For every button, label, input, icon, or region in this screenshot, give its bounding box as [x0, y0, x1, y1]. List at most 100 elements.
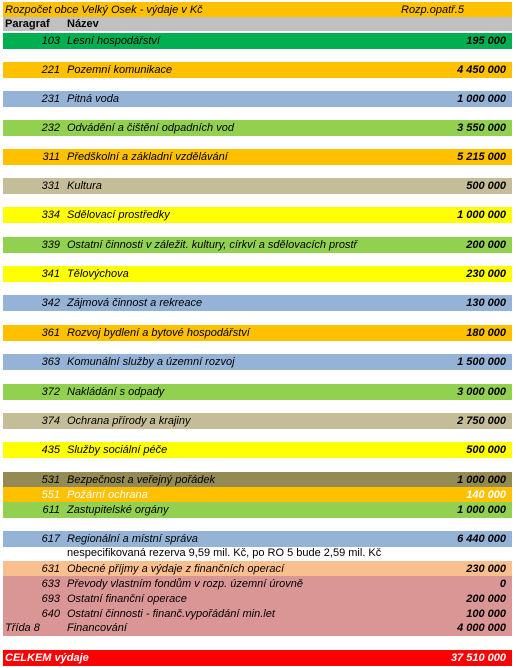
table-row: 342 Zájmová činnost a rekreace 130 000	[3, 295, 512, 311]
reserve-note-row: nespecifikovaná rezerva 9,59 mil. Kč, po…	[3, 546, 512, 560]
table-row: 435 Služby sociální péče 500 000	[3, 442, 512, 458]
row-name: Financování	[67, 622, 127, 634]
row-code: 221	[41, 64, 60, 76]
table-row: 633 Převody vlastním fondům v rozp. územn…	[3, 576, 512, 592]
row-value: 500 000	[466, 180, 506, 192]
row-value: 5 215 000	[457, 151, 506, 163]
table-row: 103 Lesní hospodářství 195 000	[3, 33, 512, 49]
table-row: 361 Rozvoj bydlení a bytové hospodářství 1…	[3, 325, 512, 341]
row-value: 4 000 000	[457, 622, 506, 634]
row-value: 500 000	[466, 444, 506, 456]
row-value: 4 450 000	[457, 64, 506, 76]
table-row: 372 Nakládání s odpady 3 000 000	[3, 384, 512, 400]
table-row: 331 Kultura 500 000	[3, 178, 512, 194]
table-row: 531 Bezpečnost a veřejný pořádek 1 000 000	[3, 472, 512, 488]
row-code: 232	[41, 122, 60, 134]
opatreni-label: Rozp.opatř.5	[401, 4, 464, 16]
row-code: 551	[41, 489, 60, 501]
row-code: 640	[41, 608, 60, 620]
row-code: 363	[41, 356, 60, 368]
table-row: 374 Ochrana přírody a krajiny 2 750 000	[3, 413, 512, 429]
row-value: 100 000	[466, 608, 506, 620]
row-name: Služby sociální péče	[67, 444, 168, 456]
row-code: 531	[41, 474, 60, 486]
row-name: Ostatní činnosti v záležit. kultury, cír…	[67, 239, 358, 251]
table-row: 551 Požární ochrana 140 000	[3, 487, 512, 503]
row-code: 341	[41, 268, 60, 280]
row-code: Třída 8	[5, 622, 40, 634]
row-code: 372	[41, 386, 60, 398]
row-name: Pozemní komunikace	[67, 64, 173, 76]
table-title: Rozpočet obce Velký Osek - výdaje v Kč	[5, 4, 203, 16]
table-row: 640 Ostatní činnosti - finanč.vypořádání …	[3, 606, 512, 622]
column-header-row: Paragraf Název	[3, 17, 512, 31]
row-value: 3 000 000	[457, 386, 506, 398]
row-value: 180 000	[466, 327, 506, 339]
row-name: Kultura	[67, 180, 102, 192]
row-name: Převody vlastním fondům v rozp. územní ú…	[67, 578, 303, 590]
total-row: CELKEM výdaje 37 510 000	[3, 650, 512, 666]
row-name: Požární ochrana	[67, 489, 148, 501]
row-name: Nakládání s odpady	[67, 386, 165, 398]
row-value: 3 550 000	[457, 122, 506, 134]
table-row: 341 Tělovýchova 230 000	[3, 266, 512, 282]
table-row: Třída 8 Financování 4 000 000	[3, 620, 512, 636]
table-row: 611 Zastupitelské orgány 1 000 000	[3, 502, 512, 518]
row-name: Ochrana přírody a krajiny	[67, 415, 191, 427]
reserve-note: nespecifikovaná rezerva 9,59 mil. Kč, po…	[67, 547, 382, 559]
row-code: 103	[41, 35, 60, 47]
row-value: 200 000	[466, 593, 506, 605]
row-code: 693	[41, 593, 60, 605]
row-name: Odvádění a čištění odpadních vod	[67, 122, 234, 134]
row-name: Regionální a místní správa	[67, 533, 198, 545]
row-name: Zájmová činnost a rekreace	[67, 297, 203, 309]
table-row: 617 Regionální a místní správa 6 440 000	[3, 531, 512, 547]
row-value: 1 000 000	[457, 474, 506, 486]
row-code: 311	[42, 151, 60, 163]
row-code: 374	[41, 415, 60, 427]
header-nazev: Název	[67, 18, 99, 30]
row-code: 631	[41, 563, 60, 575]
table-row: 232 Odvádění a čištění odpadních vod 3 550…	[3, 120, 512, 136]
row-code: 435	[41, 444, 60, 456]
row-code: 633	[41, 578, 60, 590]
table-row: 363 Komunální služby a územní rozvoj 1 500…	[3, 354, 512, 370]
row-value: 230 000	[466, 268, 506, 280]
row-name: Pitná voda	[67, 93, 119, 105]
total-value: 37 510 000	[450, 652, 506, 664]
row-value: 6 440 000	[457, 533, 506, 545]
row-name: Obecné příjmy a výdaje z finančních oper…	[67, 563, 285, 575]
row-value: 230 000	[466, 563, 506, 575]
row-code: 611	[42, 504, 60, 516]
total-label: CELKEM výdaje	[5, 652, 89, 664]
row-value: 2 750 000	[457, 415, 506, 427]
row-value: 140 000	[466, 489, 506, 501]
row-name: Sdělovací prostředky	[67, 209, 170, 221]
row-name: Předškolní a základní vzdělávání	[67, 151, 228, 163]
row-name: Ostatní finanční operace	[67, 593, 187, 605]
row-name: Lesní hospodářství	[67, 35, 160, 47]
row-name: Bezpečnost a veřejný pořádek	[67, 474, 215, 486]
row-code: 334	[41, 209, 60, 221]
table-row: 339 Ostatní činnosti v záležit. kultury, …	[3, 237, 512, 253]
row-name: Tělovýchova	[67, 268, 129, 280]
row-name: Ostatní činnosti - finanč.vypořádání min…	[67, 608, 275, 620]
title-row: Rozpočet obce Velký Osek - výdaje v Kč R…	[3, 2, 512, 18]
row-value: 1 500 000	[457, 356, 506, 368]
row-value: 0	[499, 578, 506, 590]
table-row: 311 Předškolní a základní vzdělávání 5 215…	[3, 149, 512, 165]
table-row: 231 Pitná voda 1 000 000	[3, 91, 512, 107]
row-name: Komunální služby a územní rozvoj	[67, 356, 235, 368]
row-code: 342	[41, 297, 60, 309]
row-value: 1 000 000	[457, 504, 506, 516]
row-name: Zastupitelské orgány	[67, 504, 169, 516]
row-code: 231	[41, 93, 60, 105]
table-row: 631 Obecné příjmy a výdaje z finančních o…	[3, 561, 512, 577]
row-value: 200 000	[466, 239, 506, 251]
row-code: 331	[41, 180, 60, 192]
table-row: 334 Sdělovací prostředky 1 000 000	[3, 207, 512, 223]
row-name: Rozvoj bydlení a bytové hospodářství	[67, 327, 250, 339]
header-paragraf: Paragraf	[5, 18, 50, 30]
row-value: 195 000	[466, 35, 506, 47]
table-row: 693 Ostatní finanční operace 200 000	[3, 591, 512, 607]
